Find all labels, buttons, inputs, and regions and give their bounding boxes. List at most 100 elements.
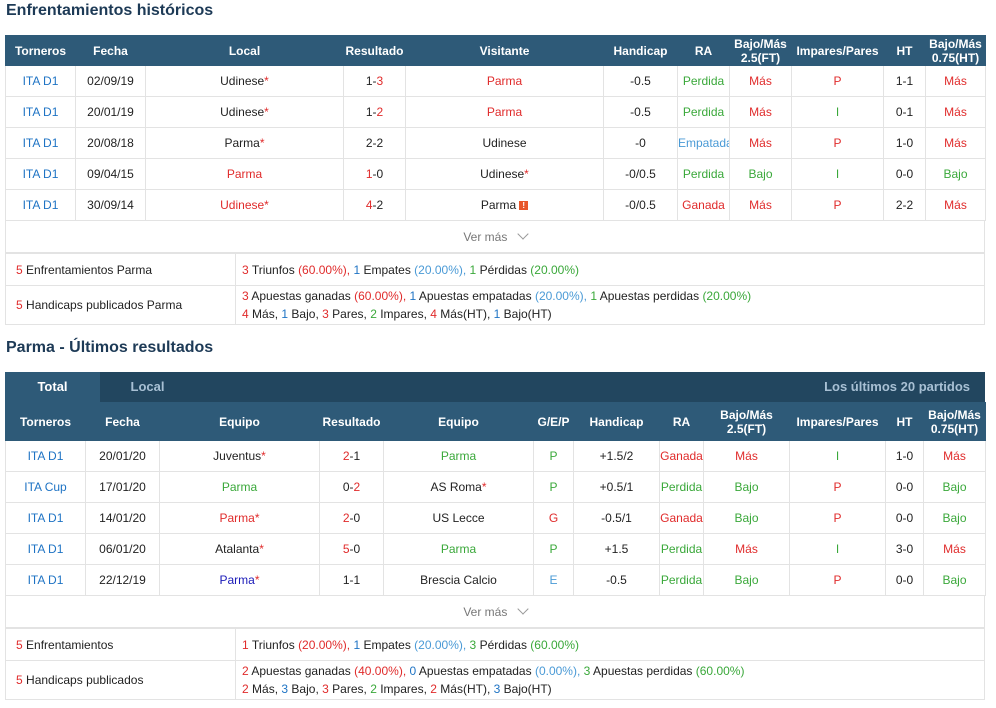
col-header: Bajo/Más 2.5(FT)	[729, 35, 792, 66]
recent-summary: 5 Enfrentamientos 1 Triunfos (20.00%), 1…	[5, 628, 985, 700]
recent-section-title: Parma - Últimos resultados	[6, 339, 214, 356]
team-name[interactable]: Atalanta	[215, 542, 260, 556]
ver-mas-label[interactable]: Ver más	[463, 230, 508, 244]
bets-lost-pct: (20.00%)	[702, 289, 752, 303]
bets-won-pct: (60.00%),	[354, 289, 407, 303]
away-team[interactable]: Parma	[405, 65, 604, 97]
score-away: 2	[376, 136, 384, 150]
chevron-down-icon[interactable]	[517, 228, 529, 240]
league-link[interactable]: ITA D1	[5, 158, 76, 190]
result[interactable]: 2-0	[319, 502, 384, 534]
star-icon: *	[259, 542, 264, 556]
match-date: 20/08/18	[75, 127, 146, 159]
table-row[interactable]: ITA D1 20/01/19 Udinese* 1-2 Parma -0.5 …	[5, 96, 986, 128]
draws-pct: (20.00%),	[414, 637, 467, 652]
away-team[interactable]: Parma	[383, 533, 534, 565]
ver-mas-label[interactable]: Ver más	[463, 605, 508, 619]
half-time: 0-0	[885, 471, 924, 503]
league-link[interactable]: ITA D1	[5, 65, 76, 97]
away-team[interactable]: Parma	[405, 96, 604, 128]
home-team[interactable]: Udinese*	[145, 65, 344, 97]
home-team[interactable]: Atalanta*	[159, 533, 320, 565]
league-link[interactable]: ITA D1	[5, 96, 76, 128]
bajo-count: 1	[281, 307, 289, 321]
summary-label: 5 Handicaps publicados	[6, 661, 236, 699]
result[interactable]: 0-2	[319, 471, 384, 503]
summary-label-text: Enfrentamientos	[26, 637, 114, 652]
result[interactable]: 2-1	[319, 440, 384, 472]
mas-ht-text: Más(HT),	[440, 307, 491, 321]
half-time: 0-0	[883, 158, 926, 190]
summary-label-text: Enfrentamientos Parma	[26, 262, 153, 277]
away-team[interactable]: Parma!	[405, 189, 604, 221]
league-link[interactable]: ITA D1	[5, 127, 76, 159]
team-name[interactable]: Parma	[480, 198, 517, 212]
home-team[interactable]: Parma	[145, 158, 344, 190]
bets-lost-text: Apuestas perdidas	[599, 289, 700, 303]
tab-total[interactable]: Total	[5, 372, 100, 402]
home-team[interactable]: Parma*	[159, 564, 320, 596]
chevron-down-icon[interactable]	[517, 603, 529, 615]
home-team[interactable]: Parma*	[145, 127, 344, 159]
odd-even: P	[791, 65, 884, 97]
away-team[interactable]: US Lecce	[383, 502, 534, 534]
col-header: Fecha	[85, 402, 160, 441]
score-home: 1	[365, 167, 373, 181]
losses-pct: (20.00%)	[530, 262, 579, 277]
table-row[interactable]: ITA D1 20/01/20 Juventus* 2-1 Parma P +1…	[5, 440, 986, 472]
table-row[interactable]: ITA D1 06/01/20 Atalanta* 5-0 Parma P +1…	[5, 533, 986, 565]
team-name[interactable]: Parma	[224, 136, 260, 150]
team-name[interactable]: Juventus	[213, 449, 262, 463]
bets-won-text: Apuestas ganadas	[251, 664, 351, 678]
ra-result: Ganada	[659, 440, 704, 472]
home-team[interactable]: Udinese*	[145, 96, 344, 128]
ver-mas-button[interactable]: Ver más	[5, 596, 985, 628]
table-row[interactable]: ITA D1 02/09/19 Udinese* 1-3 Parma -0.5 …	[5, 65, 986, 97]
table-row[interactable]: ITA D1 09/04/15 Parma 1-0 Udinese* -0/0.…	[5, 158, 986, 190]
team-name[interactable]: Udinese	[220, 198, 265, 212]
team-name[interactable]: Udinese	[220, 105, 265, 119]
away-team[interactable]: Udinese*	[405, 158, 604, 190]
home-team[interactable]: Parma	[159, 471, 320, 503]
home-team[interactable]: Juventus*	[159, 440, 320, 472]
draws-pct: (20.00%),	[414, 262, 467, 277]
result[interactable]: 1-0	[343, 158, 406, 190]
bets-draw-count: 1	[409, 289, 417, 303]
away-team[interactable]: Parma	[383, 440, 534, 472]
result[interactable]: 1-1	[319, 564, 384, 596]
result[interactable]: 1-2	[343, 96, 406, 128]
table-row[interactable]: ITA D1 30/09/14 Udinese* 4-2 Parma! -0/0…	[5, 189, 986, 221]
away-team[interactable]: Brescia Calcio	[383, 564, 534, 596]
last-matches-selector[interactable]: Los últimos 20 partidos	[824, 379, 970, 394]
result[interactable]: 2-2	[343, 127, 406, 159]
ver-mas-button[interactable]: Ver más	[5, 221, 985, 253]
away-team[interactable]: AS Roma*	[383, 471, 534, 503]
table-row[interactable]: ITA Cup 17/01/20 Parma 0-2 AS Roma* P +0…	[5, 471, 986, 503]
league-link[interactable]: ITA D1	[5, 533, 86, 565]
team-name[interactable]: Parma	[219, 511, 255, 525]
league-link[interactable]: ITA Cup	[5, 471, 86, 503]
table-row[interactable]: ITA D1 14/01/20 Parma* 2-0 US Lecce G -0…	[5, 502, 986, 534]
team-name[interactable]: Udinese	[220, 74, 265, 88]
result[interactable]: 1-3	[343, 65, 406, 97]
ra-result: Ganada	[677, 189, 730, 221]
home-team[interactable]: Udinese*	[145, 189, 344, 221]
league-link[interactable]: ITA D1	[5, 502, 86, 534]
table-row[interactable]: ITA D1 20/08/18 Parma* 2-2 Udinese -0 Em…	[5, 127, 986, 159]
over-under-ht: Bajo	[923, 502, 986, 534]
league-link[interactable]: ITA D1	[5, 189, 76, 221]
bets-won-count: 3	[242, 289, 249, 303]
league-link[interactable]: ITA D1	[5, 440, 86, 472]
team-name[interactable]: Parma	[219, 573, 255, 587]
tab-local[interactable]: Local	[130, 379, 165, 394]
home-team[interactable]: Parma*	[159, 502, 320, 534]
team-name[interactable]: Udinese	[480, 167, 525, 181]
pares-text: Pares,	[332, 682, 367, 696]
league-link[interactable]: ITA D1	[5, 564, 86, 596]
table-row[interactable]: ITA D1 22/12/19 Parma* 1-1 Brescia Calci…	[5, 564, 986, 596]
over-under: Bajo	[703, 502, 790, 534]
team-name[interactable]: AS Roma	[430, 480, 482, 494]
result[interactable]: 4-2	[343, 189, 406, 221]
result[interactable]: 5-0	[319, 533, 384, 565]
away-team[interactable]: Udinese	[405, 127, 604, 159]
